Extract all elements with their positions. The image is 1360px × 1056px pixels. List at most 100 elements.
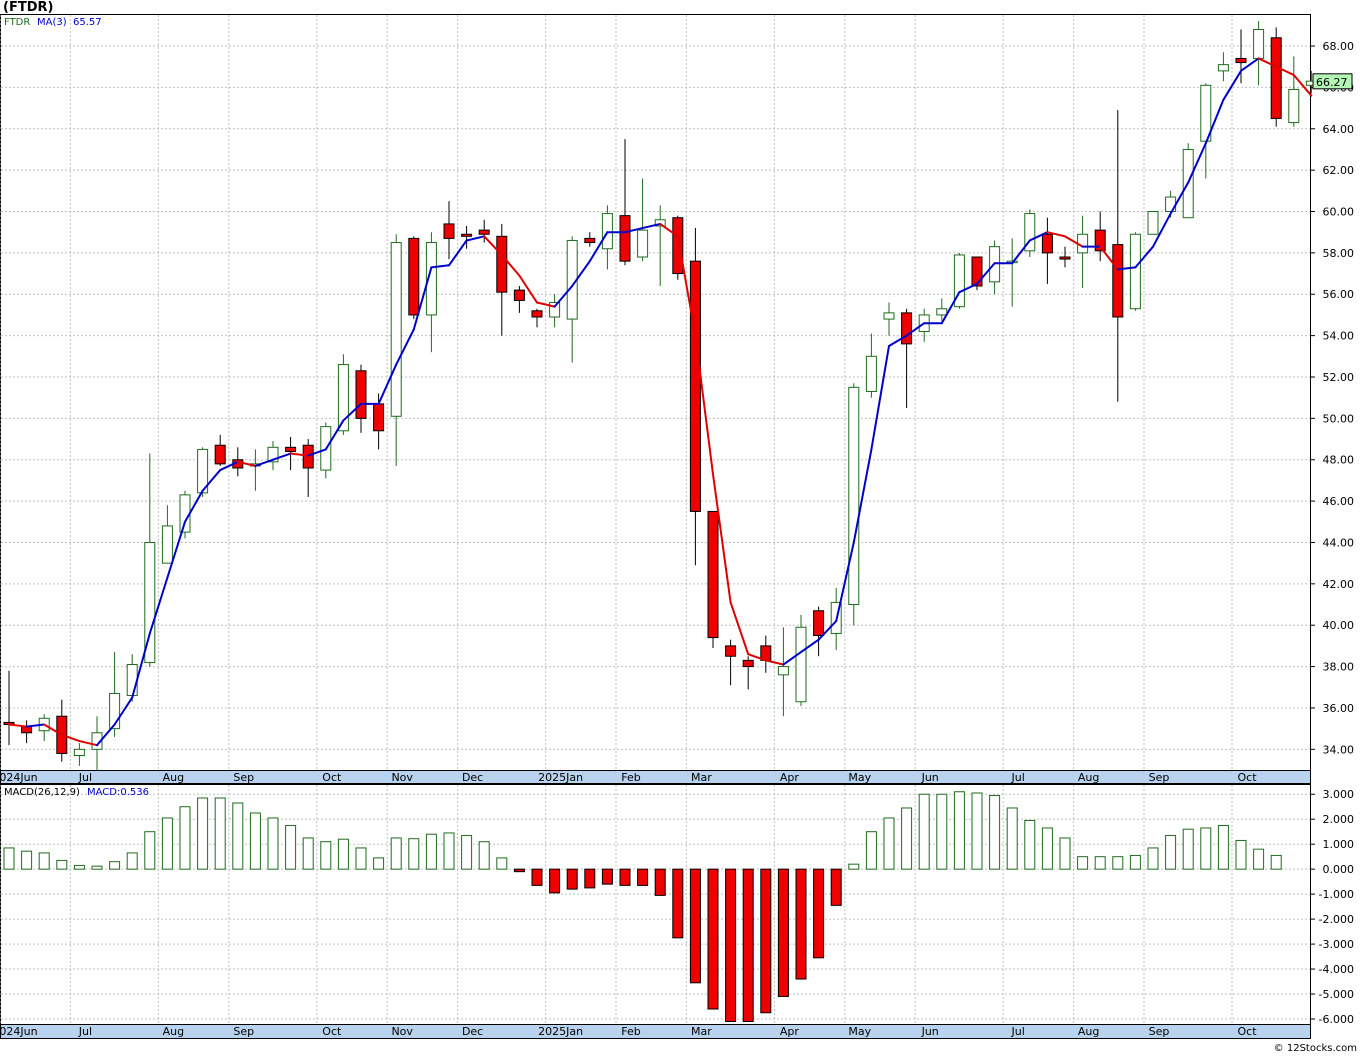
candle-body (971, 256, 983, 287)
ma-segment (236, 460, 257, 467)
macd-bar (1235, 839, 1247, 870)
macd-bar (513, 868, 525, 873)
ma-segment (184, 489, 204, 523)
price-y-tick-label: 64.00 (1323, 123, 1355, 136)
macd-bar (848, 863, 860, 870)
ma-segment (747, 653, 767, 662)
candle-body (619, 215, 631, 262)
macd-x-tick-label: Oct (322, 1025, 342, 1038)
macd-bar (302, 837, 314, 870)
macd-bar (1006, 807, 1018, 870)
ma-segment (1116, 266, 1137, 271)
macd-x-tick-label: Aug (1078, 1025, 1099, 1038)
macd-bar (1129, 854, 1141, 870)
ma-segment (518, 274, 538, 304)
candle-body (373, 403, 385, 432)
macd-bar (672, 868, 684, 939)
macd-y-tick-label: -3.000 (1319, 938, 1354, 951)
legend-ma-label: MA(3) (37, 17, 67, 28)
macd-bar (707, 868, 719, 1010)
macd-bar (390, 837, 402, 870)
candle-body (813, 610, 825, 637)
footer-credit: © 12Stocks.com (1274, 1043, 1357, 1054)
ma-segment (465, 235, 486, 242)
ma-segment (166, 520, 186, 579)
ma-segment (553, 284, 574, 308)
price-x-tick-label: Aug (163, 771, 184, 784)
macd-bar (795, 868, 807, 980)
candle-body (109, 692, 121, 730)
ma-segment (96, 723, 116, 747)
candle-body (777, 666, 789, 676)
price-y-tick-label: 38.00 (1323, 661, 1355, 674)
macd-bar (601, 868, 613, 885)
macd-bar (109, 861, 121, 870)
price-x-tick-label: Jul (78, 771, 92, 784)
macd-bar (918, 793, 930, 870)
chart-title: (FTDR) (3, 0, 53, 15)
macd-bar (1253, 848, 1265, 870)
macd-bar (830, 868, 842, 906)
macd-bar (760, 868, 772, 1014)
ma-segment (817, 620, 838, 641)
candle-body (1129, 233, 1141, 310)
ma-segment (430, 264, 450, 269)
candle-body (865, 355, 877, 392)
macd-bar (777, 868, 789, 998)
price-candles (3, 28, 1317, 757)
ma-segment (1204, 98, 1225, 145)
ma-segment (536, 301, 556, 308)
macd-bar (689, 868, 701, 984)
macd-bar (56, 859, 68, 870)
candle-body (513, 289, 525, 301)
macd-bar (742, 868, 754, 1023)
candle-body (689, 260, 701, 512)
candle-body (126, 664, 138, 697)
macd-x-tick-label: Nov (391, 1025, 413, 1038)
candle-body (443, 223, 455, 239)
ma-segment (835, 541, 855, 623)
candle-body (1217, 64, 1229, 72)
macd-x-tick-label: Mar (691, 1025, 712, 1038)
macd-bar (813, 868, 825, 959)
macd-x-tick-label: Jul (1011, 1025, 1025, 1038)
macd-bar (953, 791, 965, 870)
candle-body (73, 748, 85, 757)
macd-bar (267, 817, 279, 870)
macd-x-tick-label: Jun (921, 1025, 939, 1038)
price-x-axis: 2024Jun Jul Aug Sep Oct Nov Dec 2025Jan Feb Mar Ap… (0, 771, 1257, 784)
macd-y-tick-label: -2.000 (1319, 913, 1354, 926)
macd-bar (725, 868, 737, 1023)
macd-bar (865, 831, 877, 870)
candle-body (478, 229, 490, 235)
candle-body (1235, 57, 1247, 64)
ma-segment (342, 402, 362, 422)
legend-ticker: FTDR (4, 17, 30, 28)
macd-bar (461, 834, 473, 870)
ma-segment (1134, 245, 1154, 269)
ma-segment (395, 328, 415, 366)
ma-segment (78, 740, 98, 747)
ma-segment (8, 723, 28, 728)
macd-bar (654, 868, 666, 896)
ma-segment (694, 334, 714, 476)
macd-bar (531, 868, 543, 886)
ma-segment (852, 448, 873, 544)
candle-body (197, 448, 209, 494)
macd-bar (425, 833, 437, 870)
price-x-tick-label: Feb (621, 771, 640, 784)
price-x-tick-label: Jul (1011, 771, 1025, 784)
candle-body (936, 308, 948, 316)
last-price-label: 66.27 (1316, 76, 1348, 89)
macd-x-tick-label: 2024Jun (0, 1025, 38, 1038)
price-y-axis: 34.00 36.00 38.00 40.00 42.00 44.00 46.00 48.00… (1310, 40, 1354, 756)
ma-segment (659, 222, 679, 238)
price-x-tick-label: Oct (322, 771, 342, 784)
candle-body (179, 494, 191, 533)
ma-segment (483, 235, 503, 256)
candle-body (1253, 28, 1265, 59)
ma-segment (1222, 69, 1242, 101)
macd-bar (73, 864, 85, 870)
candle-body (496, 235, 508, 293)
price-x-tick-label: Oct (1237, 771, 1257, 784)
